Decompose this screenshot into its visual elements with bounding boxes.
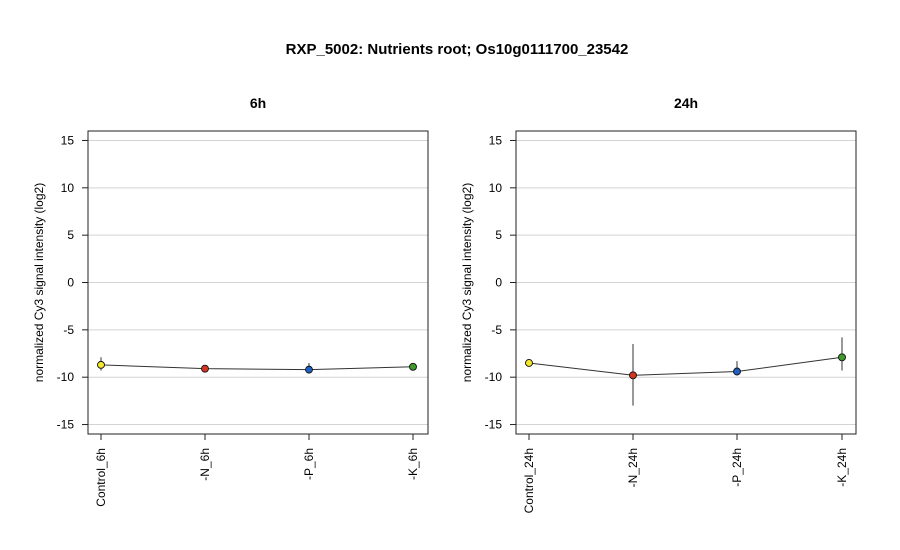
x-tick-label: -K_24h — [835, 448, 849, 487]
y-tick-label: -5 — [63, 323, 74, 337]
panel-24h: 24h normalized Cy3 signal intensity (log2… — [460, 95, 857, 513]
data-point — [733, 367, 741, 376]
data-point — [838, 353, 846, 362]
data-point — [525, 359, 533, 367]
y-tick-label: 0 — [495, 276, 502, 290]
data-point — [409, 362, 417, 371]
y-axis-label: normalized Cy3 signal intensity (log2) — [32, 183, 46, 382]
panel-title: 6h — [250, 95, 266, 111]
data-point — [629, 371, 637, 380]
x-tick-label: -K_6h — [406, 448, 420, 480]
y-tick-label: 5 — [495, 228, 502, 242]
panel-title: 24h — [674, 95, 698, 111]
data-point — [97, 360, 105, 369]
y-tick-label: -10 — [57, 370, 75, 384]
x-tick-label: -P_24h — [730, 448, 744, 487]
y-tick-label: -5 — [491, 323, 502, 337]
y-tick-label: 5 — [67, 228, 74, 242]
x-tick-label: -P_6h — [302, 448, 316, 480]
x-tick-label: Control_6h — [94, 448, 108, 507]
y-tick-label: -15 — [485, 418, 503, 432]
panel-6h: 6h normalized Cy3 signal intensity (log2)… — [32, 95, 429, 507]
data-point — [305, 365, 313, 374]
x-tick-label: -N_6h — [198, 448, 212, 481]
series-line — [528, 356, 843, 376]
y-tick-label: -15 — [57, 418, 75, 432]
x-tick-label: Control_24h — [522, 448, 536, 513]
y-tick-label: 15 — [489, 133, 503, 147]
figure-title: RXP_5002: Nutrients root; Os10g0111700_2… — [286, 41, 629, 58]
y-axis-label: normalized Cy3 signal intensity (log2) — [460, 183, 474, 382]
y-tick-label: 10 — [61, 181, 75, 195]
y-tick-label: 10 — [489, 181, 503, 195]
y-tick-label: 0 — [67, 276, 74, 290]
y-tick-label: -10 — [485, 370, 503, 384]
series-line — [100, 364, 414, 371]
y-tick-label: 15 — [61, 133, 75, 147]
data-point — [201, 364, 209, 373]
x-tick-label: -N_24h — [626, 448, 640, 487]
